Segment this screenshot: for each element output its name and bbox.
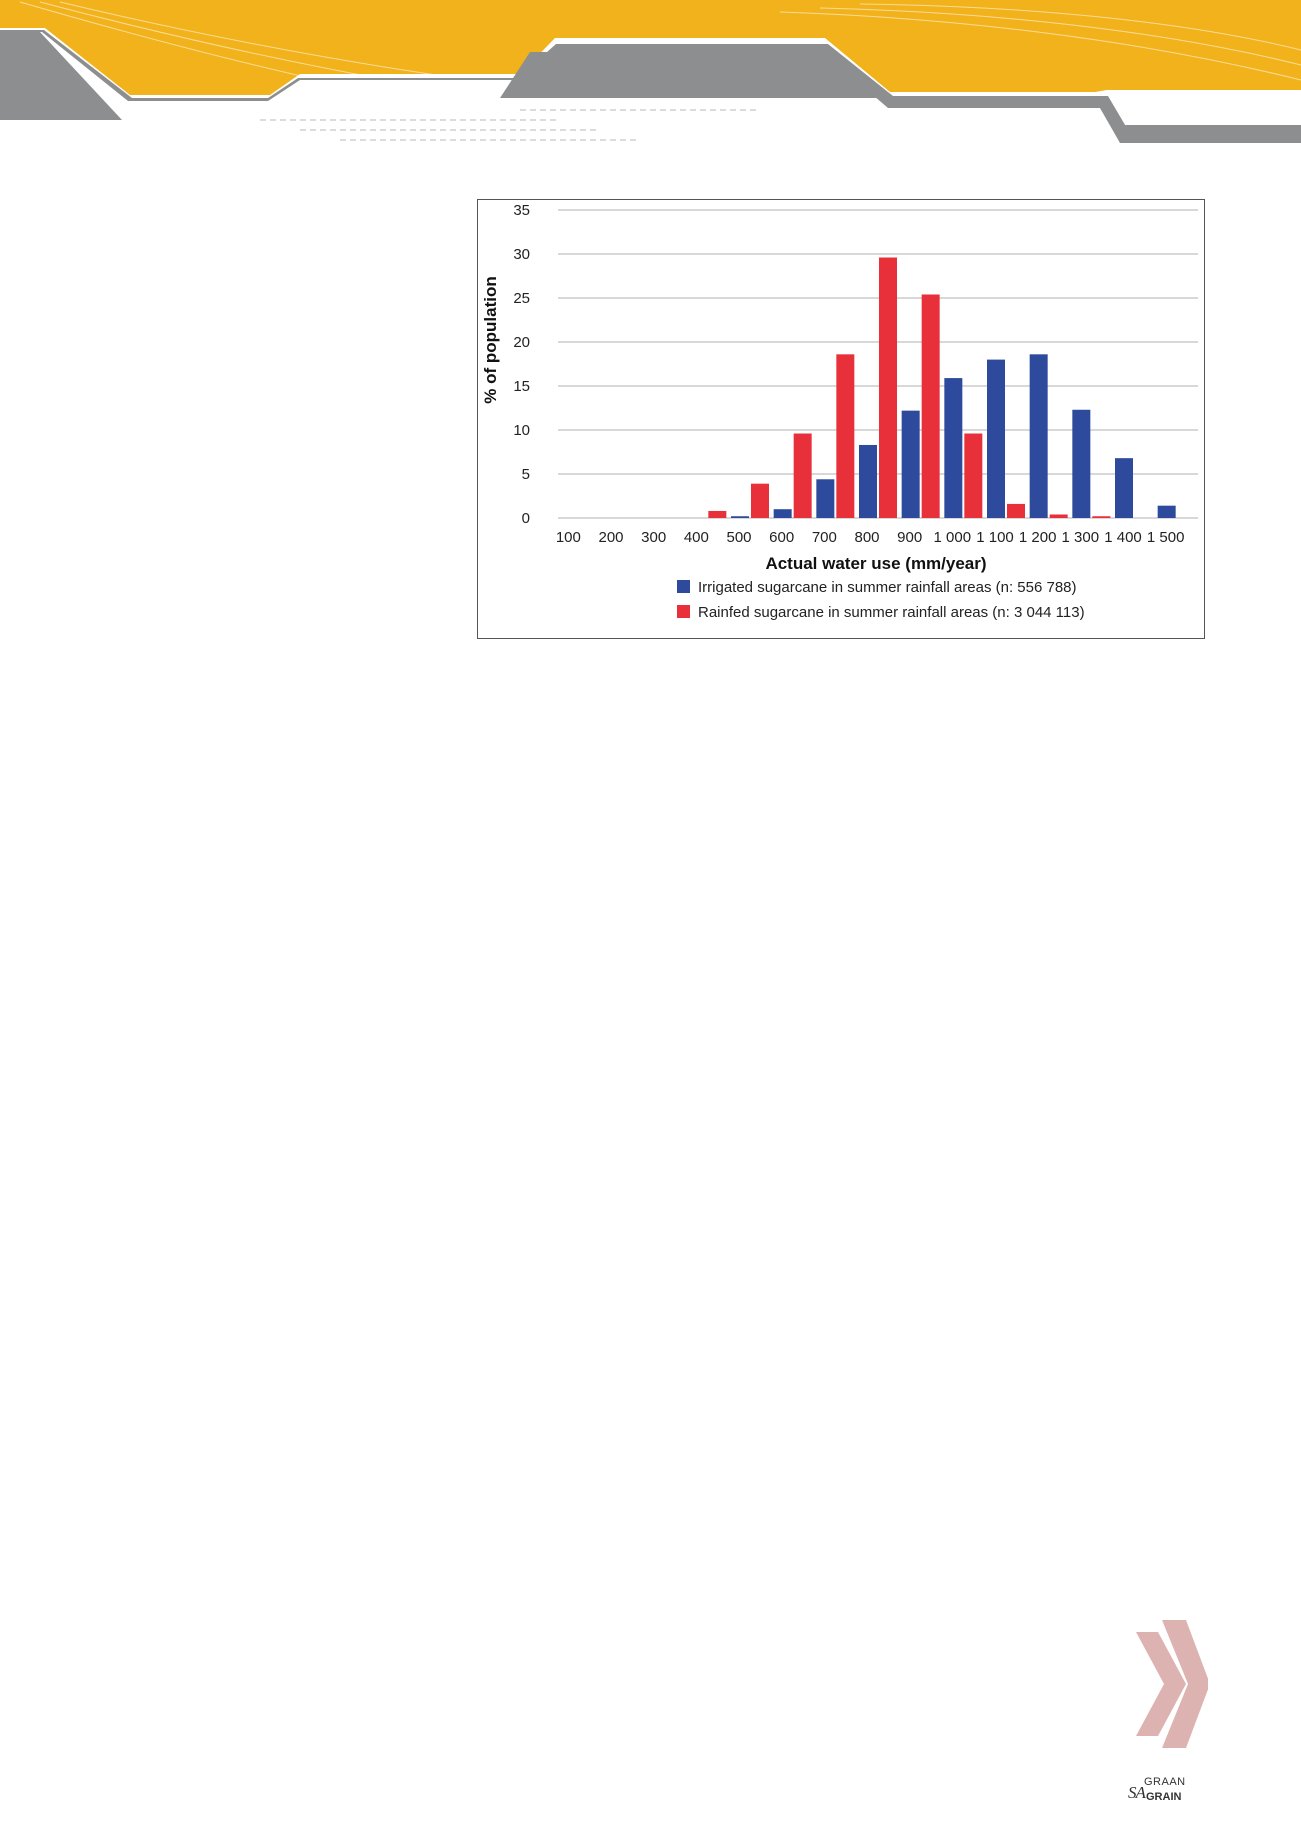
x-tick-label: 200	[598, 529, 623, 546]
sa-grain-logo: GRAAN SA GRAIN	[1128, 1776, 1198, 1806]
bar-rainfed-1000	[964, 433, 983, 518]
bar-rainfed-1200	[1049, 514, 1068, 518]
legend: Irrigated sugarcane in summer rainfall a…	[677, 579, 1085, 621]
bar-irrigated-500	[731, 516, 749, 518]
header-pattern	[19, 1, 1301, 136]
header-gray-right	[890, 96, 1301, 143]
y-tick-label: 30	[513, 246, 530, 263]
bar-irrigated-900	[901, 410, 920, 518]
y-axis-title: % of population	[481, 276, 500, 403]
bar-rainfed-1100	[1007, 503, 1025, 518]
header-yellow-band	[0, 0, 1301, 95]
y-tick-label: 5	[522, 466, 530, 483]
x-tick-label: 500	[726, 529, 751, 546]
x-tick-label: 300	[641, 529, 666, 546]
x-tick-label: 700	[812, 529, 837, 546]
chart-svg: 0 5 10 15 20 25 30 35 100 200 300 400 500 600 700 800 9…	[481, 202, 1198, 621]
y-tick-label: 25	[513, 290, 530, 307]
x-tick-labels: 100 200 300 400 500 600 700 800 900 1 000 1 100 1 2…	[556, 529, 1185, 546]
y-tick-label: 20	[513, 334, 530, 351]
y-tick-label: 15	[513, 378, 530, 395]
bar-rainfed-500	[751, 483, 769, 518]
bar-irrigated-600	[773, 509, 792, 518]
bar-irrigated-1400	[1115, 458, 1133, 518]
bar-rainfed-400	[708, 510, 727, 518]
bar-rainfed-600	[793, 433, 812, 518]
bar-irrigated-1300	[1072, 409, 1091, 518]
bar-rainfed-700	[836, 354, 855, 518]
x-tick-label: 900	[897, 529, 922, 546]
chart-frame: 0 5 10 15 20 25 30 35 100 200 300 400 500 600 700 800 9…	[477, 199, 1205, 639]
bar-irrigated-1200	[1029, 354, 1048, 518]
x-tick-label: 1 000	[934, 529, 972, 546]
x-tick-label: 400	[684, 529, 709, 546]
y-tick-label: 35	[513, 202, 530, 219]
x-tick-label: 100	[556, 529, 581, 546]
y-tick-label: 0	[522, 510, 530, 527]
legend-label-0: Irrigated sugarcane in summer rainfall a…	[698, 579, 1077, 596]
bar-irrigated-800	[859, 444, 877, 518]
legend-label-1: Rainfed sugarcane in summer rainfall are…	[698, 604, 1085, 621]
bar-rainfed-800	[879, 257, 897, 518]
x-tick-label: 1 200	[1019, 529, 1057, 546]
header-gray-left	[0, 32, 122, 120]
logo-sa: SA	[1128, 1783, 1146, 1802]
legend-swatch-0	[677, 580, 690, 593]
x-tick-label: 600	[769, 529, 794, 546]
bar-irrigated-1000	[944, 378, 963, 518]
y-tick-label: 10	[513, 422, 530, 439]
y-tick-labels: 0 5 10 15 20 25 30 35	[513, 202, 530, 527]
header-banner	[0, 0, 1301, 143]
double-chevron-right-icon	[1136, 1620, 1208, 1748]
legend-swatch-1	[677, 605, 690, 618]
header-dashes	[260, 109, 760, 141]
header-gray-mid	[500, 52, 880, 98]
bar-rainfed-1300	[1092, 516, 1111, 518]
bar-irrigated-700	[816, 479, 835, 518]
bar-irrigated-1500	[1157, 505, 1176, 518]
logo-grain: GRAIN	[1146, 1791, 1182, 1803]
bar-rainfed-900	[921, 294, 940, 518]
grid	[558, 209, 1198, 519]
logo-graan: GRAAN	[1144, 1776, 1186, 1788]
x-tick-label: 1 400	[1104, 529, 1142, 546]
bar-irrigated-1100	[987, 359, 1005, 518]
bars	[708, 257, 1176, 518]
x-tick-label: 1 300	[1062, 529, 1100, 546]
x-tick-label: 800	[854, 529, 879, 546]
x-tick-label: 1 100	[976, 529, 1014, 546]
x-tick-label: 1 500	[1147, 529, 1185, 546]
x-axis-title: Actual water use (mm/year)	[765, 554, 986, 573]
